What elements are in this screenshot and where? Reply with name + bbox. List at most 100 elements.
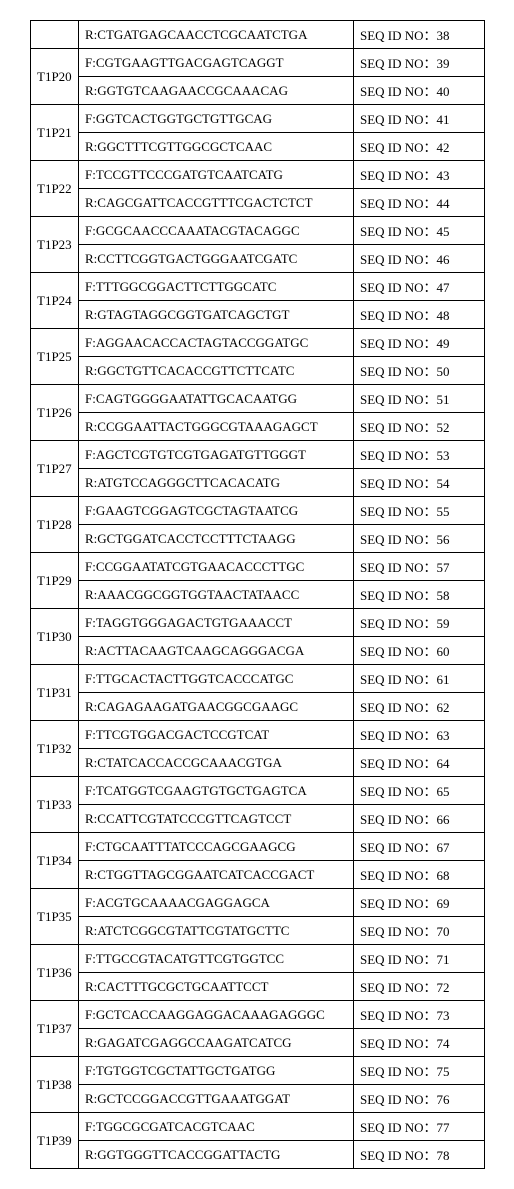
seq-id-cell: SEQ ID NO：58 bbox=[354, 581, 485, 609]
seq-id-cell: SEQ ID NO：50 bbox=[354, 357, 485, 385]
sequence-cell: R:GGTGTCAAGAACCGCAAACAG bbox=[79, 77, 354, 105]
table-row: R:GGCTGTTCACACCGTTCTTCATCSEQ ID NO：50 bbox=[31, 357, 485, 385]
seq-id-cell: SEQ ID NO：63 bbox=[354, 721, 485, 749]
table-row: R:CAGAGAAGATGAACGGCGAAGCSEQ ID NO：62 bbox=[31, 693, 485, 721]
table-row: T1P39F:TGGCGCGATCACGTCAACSEQ ID NO：77 bbox=[31, 1113, 485, 1141]
table-row: R:CACTTTGCGCTGCAATTCCTSEQ ID NO：72 bbox=[31, 973, 485, 1001]
sequence-cell: R:CTATCACCACCGCAAACGTGA bbox=[79, 749, 354, 777]
sequence-cell: R:ATGTCCAGGGCTTCACACATG bbox=[79, 469, 354, 497]
table-row: R:CCATTCGTATCCCGTTCAGTCCTSEQ ID NO：66 bbox=[31, 805, 485, 833]
seq-id-cell: SEQ ID NO：64 bbox=[354, 749, 485, 777]
sequence-cell: R:CCATTCGTATCCCGTTCAGTCCT bbox=[79, 805, 354, 833]
sequence-cell: R:GGTGGGTTCACCGGATTACTG bbox=[79, 1141, 354, 1169]
sequence-cell: F:TTGCCGTACATGTTCGTGGTCC bbox=[79, 945, 354, 973]
table-row: T1P37F:GCTCACCAAGGAGGACAAAGAGGGCSEQ ID N… bbox=[31, 1001, 485, 1029]
seq-id-cell: SEQ ID NO：44 bbox=[354, 189, 485, 217]
table-row: T1P33F:TCATGGTCGAAGTGTGCTGAGTCASEQ ID NO… bbox=[31, 777, 485, 805]
seq-id-cell: SEQ ID NO：43 bbox=[354, 161, 485, 189]
seq-id-cell: SEQ ID NO：71 bbox=[354, 945, 485, 973]
primer-id-cell: T1P26 bbox=[31, 385, 79, 441]
primer-id-cell: T1P29 bbox=[31, 553, 79, 609]
table-row: T1P29F:CCGGAATATCGTGAACACCCTTGCSEQ ID NO… bbox=[31, 553, 485, 581]
table-row: R:CCTTCGGTGACTGGGAATCGATCSEQ ID NO：46 bbox=[31, 245, 485, 273]
table-row: T1P31F:TTGCACTACTTGGTCACCCATGCSEQ ID NO：… bbox=[31, 665, 485, 693]
seq-id-cell: SEQ ID NO：73 bbox=[354, 1001, 485, 1029]
seq-id-cell: SEQ ID NO：46 bbox=[354, 245, 485, 273]
table-row: T1P21F:GGTCACTGGTGCTGTTGCAGSEQ ID NO：41 bbox=[31, 105, 485, 133]
table-row: R:ATCTCGGCGTATTCGTATGCTTCSEQ ID NO：70 bbox=[31, 917, 485, 945]
primer-id-cell: T1P27 bbox=[31, 441, 79, 497]
table-row: R:GCTCCGGACCGTTGAAATGGATSEQ ID NO：76 bbox=[31, 1085, 485, 1113]
table-row: R:CTATCACCACCGCAAACGTGASEQ ID NO：64 bbox=[31, 749, 485, 777]
sequence-cell: R:CTGGTTAGCGGAATCATCACCGACT bbox=[79, 861, 354, 889]
seq-id-cell: SEQ ID NO：72 bbox=[354, 973, 485, 1001]
table-row: R:GGTGGGTTCACCGGATTACTGSEQ ID NO：78 bbox=[31, 1141, 485, 1169]
sequence-cell: R:CCTTCGGTGACTGGGAATCGATC bbox=[79, 245, 354, 273]
primer-id-cell: T1P35 bbox=[31, 889, 79, 945]
table-row: R:GGCTTTCGTTGGCGCTCAACSEQ ID NO：42 bbox=[31, 133, 485, 161]
sequence-cell: R:ACTTACAAGTCAAGCAGGGACGA bbox=[79, 637, 354, 665]
primer-id-cell: T1P34 bbox=[31, 833, 79, 889]
seq-id-cell: SEQ ID NO：48 bbox=[354, 301, 485, 329]
table-row: T1P28F:GAAGTCGGAGTCGCTAGTAATCGSEQ ID NO：… bbox=[31, 497, 485, 525]
table-row: T1P23F:GCGCAACCCAAATACGTACAGGCSEQ ID NO：… bbox=[31, 217, 485, 245]
sequence-cell: F:CGTGAAGTTGACGAGTCAGGT bbox=[79, 49, 354, 77]
sequence-cell: F:AGGAACACCACTAGTACCGGATGC bbox=[79, 329, 354, 357]
seq-id-cell: SEQ ID NO：45 bbox=[354, 217, 485, 245]
table-row: R:GTAGTAGGCGGTGATCAGCTGTSEQ ID NO：48 bbox=[31, 301, 485, 329]
table-row: R:ATGTCCAGGGCTTCACACATGSEQ ID NO：54 bbox=[31, 469, 485, 497]
sequence-cell: F:TGTGGTCGCTATTGCTGATGG bbox=[79, 1057, 354, 1085]
sequence-cell: F:CAGTGGGGAATATTGCACAATGG bbox=[79, 385, 354, 413]
seq-id-cell: SEQ ID NO：40 bbox=[354, 77, 485, 105]
table-row: T1P35F:ACGTGCAAAACGAGGAGCASEQ ID NO：69 bbox=[31, 889, 485, 917]
primer-id-cell: T1P32 bbox=[31, 721, 79, 777]
table-row: R:ACTTACAAGTCAAGCAGGGACGASEQ ID NO：60 bbox=[31, 637, 485, 665]
seq-id-cell: SEQ ID NO：55 bbox=[354, 497, 485, 525]
primer-id-cell: T1P28 bbox=[31, 497, 79, 553]
sequence-cell: R:CAGAGAAGATGAACGGCGAAGC bbox=[79, 693, 354, 721]
primer-id-cell: T1P37 bbox=[31, 1001, 79, 1057]
seq-id-cell: SEQ ID NO：68 bbox=[354, 861, 485, 889]
sequence-cell: R:CAGCGATTCACCGTTTCGACTCTCT bbox=[79, 189, 354, 217]
primer-id-cell: T1P24 bbox=[31, 273, 79, 329]
table-row: T1P32F:TTCGTGGACGACTCCGTCATSEQ ID NO：63 bbox=[31, 721, 485, 749]
sequence-cell: F:TCCGTTCCCGATGTCAATCATG bbox=[79, 161, 354, 189]
seq-id-cell: SEQ ID NO：62 bbox=[354, 693, 485, 721]
seq-id-cell: SEQ ID NO：41 bbox=[354, 105, 485, 133]
table-row: T1P26F:CAGTGGGGAATATTGCACAATGGSEQ ID NO：… bbox=[31, 385, 485, 413]
table-row: R:GGTGTCAAGAACCGCAAACAGSEQ ID NO：40 bbox=[31, 77, 485, 105]
seq-id-cell: SEQ ID NO：38 bbox=[354, 21, 485, 49]
table-row: T1P24F:TTTGGCGGACTTCTTGGCATCSEQ ID NO：47 bbox=[31, 273, 485, 301]
sequence-cell: F:GGTCACTGGTGCTGTTGCAG bbox=[79, 105, 354, 133]
sequence-cell: R:ATCTCGGCGTATTCGTATGCTTC bbox=[79, 917, 354, 945]
seq-id-cell: SEQ ID NO：51 bbox=[354, 385, 485, 413]
seq-id-cell: SEQ ID NO：65 bbox=[354, 777, 485, 805]
seq-id-cell: SEQ ID NO：70 bbox=[354, 917, 485, 945]
primer-id-cell: T1P31 bbox=[31, 665, 79, 721]
primer-id-cell: T1P22 bbox=[31, 161, 79, 217]
table-row: R:GCTGGATCACCTCCTTTCTAAGGSEQ ID NO：56 bbox=[31, 525, 485, 553]
sequence-cell: F:AGCTCGTGTCGTGAGATGTTGGGT bbox=[79, 441, 354, 469]
seq-id-cell: SEQ ID NO：60 bbox=[354, 637, 485, 665]
table-row: T1P27F:AGCTCGTGTCGTGAGATGTTGGGTSEQ ID NO… bbox=[31, 441, 485, 469]
sequence-cell: F:TAGGTGGGAGACTGTGAAACCT bbox=[79, 609, 354, 637]
seq-id-cell: SEQ ID NO：42 bbox=[354, 133, 485, 161]
seq-id-cell: SEQ ID NO：57 bbox=[354, 553, 485, 581]
sequence-cell: R:GGCTTTCGTTGGCGCTCAAC bbox=[79, 133, 354, 161]
table-row: T1P22F:TCCGTTCCCGATGTCAATCATGSEQ ID NO：4… bbox=[31, 161, 485, 189]
sequence-cell: F:TTTGGCGGACTTCTTGGCATC bbox=[79, 273, 354, 301]
sequence-cell: F:GAAGTCGGAGTCGCTAGTAATCG bbox=[79, 497, 354, 525]
table-row: R:CCGGAATTACTGGGCGTAAAGAGCTSEQ ID NO：52 bbox=[31, 413, 485, 441]
table-row: R:CTGGTTAGCGGAATCATCACCGACTSEQ ID NO：68 bbox=[31, 861, 485, 889]
primer-id-cell: T1P36 bbox=[31, 945, 79, 1001]
primer-id-cell: T1P23 bbox=[31, 217, 79, 273]
seq-id-cell: SEQ ID NO：56 bbox=[354, 525, 485, 553]
primer-id-cell: T1P21 bbox=[31, 105, 79, 161]
table-row: R:AAACGGCGGTGGTAACTATAACCSEQ ID NO：58 bbox=[31, 581, 485, 609]
seq-id-cell: SEQ ID NO：67 bbox=[354, 833, 485, 861]
seq-id-cell: SEQ ID NO：53 bbox=[354, 441, 485, 469]
table-row: R:CTGATGAGCAACCTCGCAATCTGASEQ ID NO：38 bbox=[31, 21, 485, 49]
table-row: T1P36F:TTGCCGTACATGTTCGTGGTCCSEQ ID NO：7… bbox=[31, 945, 485, 973]
table-row: T1P25F:AGGAACACCACTAGTACCGGATGCSEQ ID NO… bbox=[31, 329, 485, 357]
sequence-cell: R:GCTGGATCACCTCCTTTCTAAGG bbox=[79, 525, 354, 553]
